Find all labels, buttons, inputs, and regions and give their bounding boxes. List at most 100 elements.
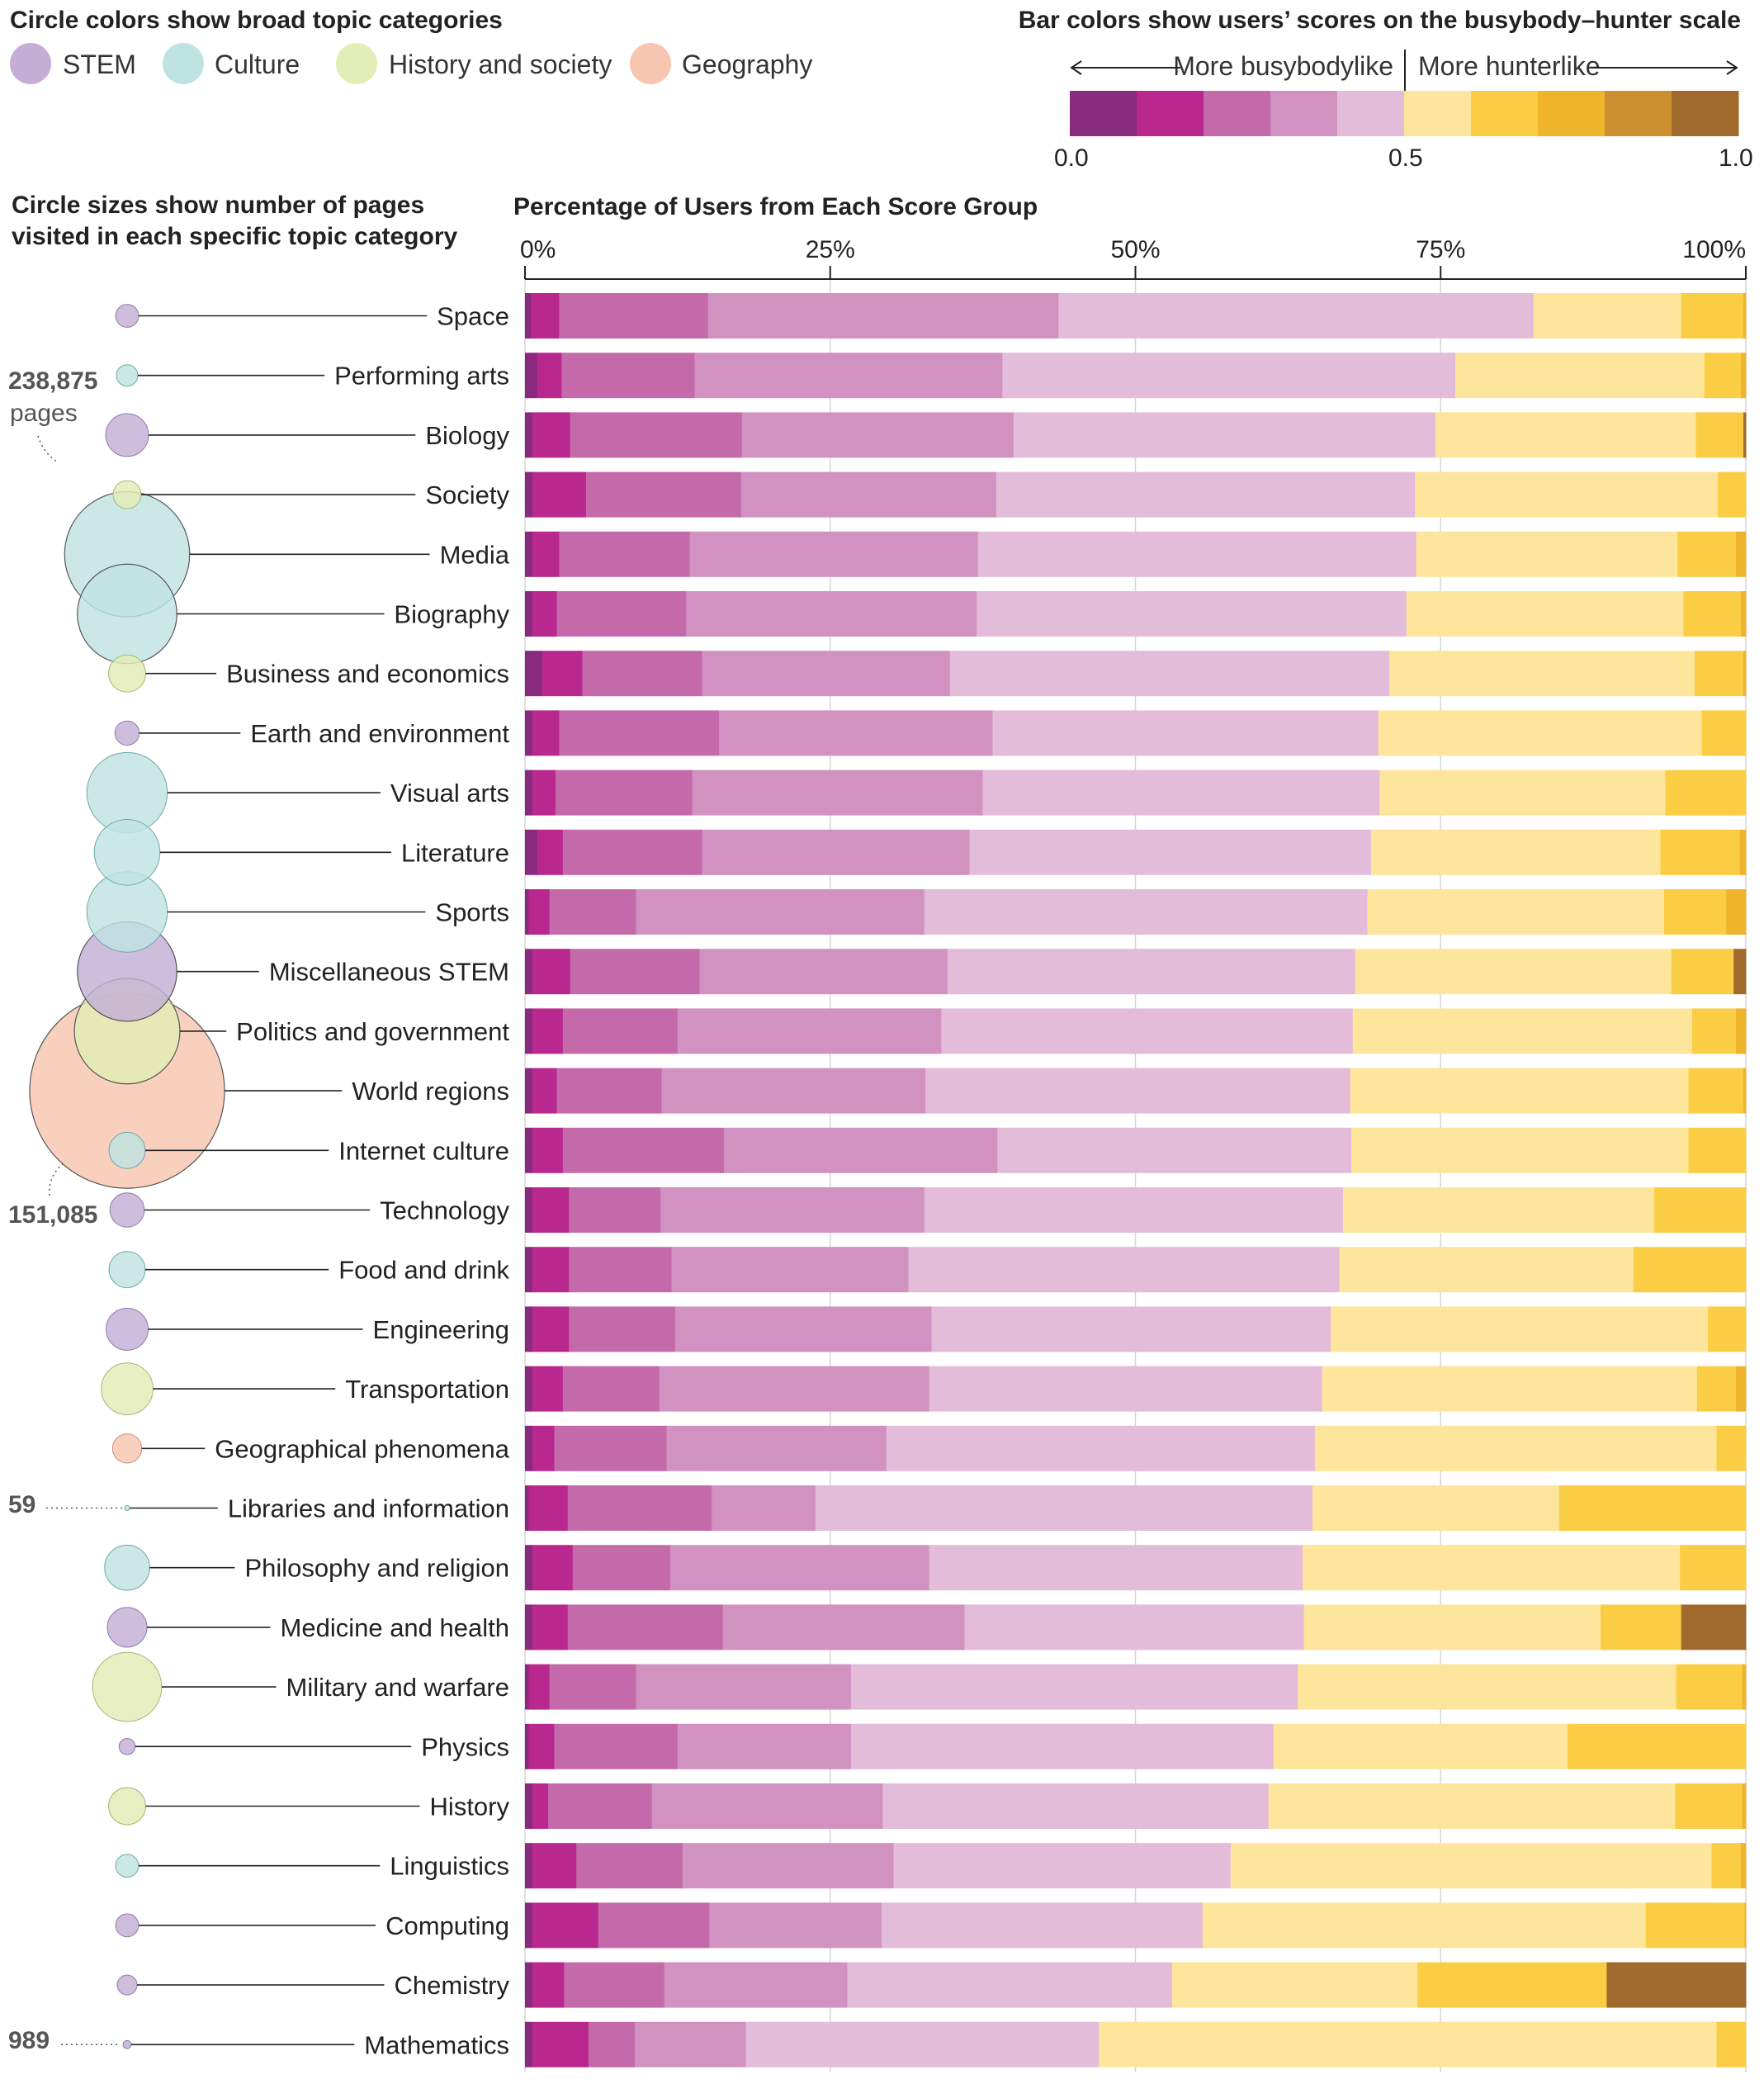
- category-label: Performing arts: [334, 362, 509, 391]
- category-label: Earth and environment: [250, 719, 509, 748]
- category-label: Linguistics: [390, 1852, 509, 1881]
- bar-segment: [1379, 770, 1666, 816]
- bar-segment: [559, 293, 709, 339]
- bar-segment: [1691, 1008, 1737, 1054]
- bar-segment: [1716, 2021, 1747, 2067]
- bar-segment: [908, 1247, 1340, 1293]
- category-label: Food and drink: [338, 1256, 509, 1285]
- legend-label-geography: Geography: [682, 50, 813, 79]
- bar-segment: [532, 1068, 557, 1114]
- bar-segment: [532, 2021, 589, 2067]
- bar-segment: [1696, 1366, 1737, 1412]
- bar-segment: [554, 1425, 667, 1471]
- bar-segment: [1681, 293, 1744, 339]
- bar-row-sports: [525, 889, 1747, 935]
- bar-segment: [1230, 1843, 1712, 1889]
- bar-segment: [548, 1783, 653, 1829]
- bar-segment: [677, 1008, 942, 1054]
- bar-segment: [1694, 651, 1744, 697]
- bar-segment: [1711, 1843, 1742, 1889]
- bar-segment: [677, 1723, 852, 1769]
- bar-segment: [847, 1962, 1173, 2008]
- bar-segment: [699, 949, 948, 995]
- bar-segment: [686, 591, 977, 637]
- bar-segment: [556, 1068, 663, 1114]
- bar-segment: [702, 651, 951, 697]
- bar-segment: [1013, 412, 1436, 458]
- bar-segment: [562, 1008, 679, 1054]
- bar-row-libraries-and-information: [525, 1485, 1747, 1531]
- size-annotation-leaders: [37, 435, 122, 2046]
- bar-segment: [537, 353, 562, 399]
- category-labels: Space Performing arts Biology Society Media B…: [215, 302, 510, 2060]
- bar-segment: [562, 829, 702, 875]
- bar-segment: [1606, 1962, 1747, 2008]
- bar-segment: [1665, 770, 1747, 816]
- bar-segment: [666, 1425, 887, 1471]
- bar-segment: [532, 1962, 565, 2008]
- bar-segment: [816, 1485, 1313, 1531]
- bar-segment: [709, 1902, 882, 1949]
- category-label: History: [430, 1793, 510, 1821]
- bar-segment: [532, 770, 556, 816]
- legend-swatch-culture: [163, 43, 204, 84]
- bubble: [124, 1505, 130, 1511]
- bar-segment: [964, 1604, 1305, 1650]
- bar-segment: [1742, 1664, 1747, 1710]
- bar-segment: [541, 651, 583, 697]
- bar-segment: [1171, 1962, 1418, 2008]
- bar-segment: [1352, 1008, 1693, 1054]
- bar-segment: [532, 1187, 570, 1233]
- bar-segment: [570, 412, 743, 458]
- bar-segment: [576, 1843, 683, 1889]
- bubble: [106, 1607, 148, 1648]
- bar-row-food-and-drink: [525, 1247, 1747, 1293]
- bar-segment: [671, 1247, 909, 1293]
- bubble: [115, 1854, 140, 1878]
- bar-segment: [1681, 1604, 1747, 1650]
- bar-segment: [532, 1306, 570, 1352]
- bubble: [106, 1307, 149, 1351]
- bar-segment: [1389, 651, 1695, 697]
- bar-segment: [724, 1127, 998, 1173]
- bubble: [116, 1974, 138, 1996]
- max-annotation-leader: [37, 435, 59, 463]
- bar-segment: [525, 531, 533, 577]
- bubble: [122, 2039, 132, 2049]
- bar-segment: [567, 1604, 723, 1650]
- bar-segment: [525, 293, 532, 339]
- bubble: [112, 480, 142, 509]
- bar-segment: [694, 353, 1003, 399]
- scale-tick-1: 1.0: [1719, 144, 1753, 172]
- bar-segment: [670, 1545, 929, 1591]
- bar-segment: [1417, 1962, 1607, 2008]
- bar-segment: [525, 1485, 529, 1531]
- circle-color-legend-title: Circle colors show broad topic categorie…: [10, 7, 503, 34]
- size-annotation-max-unit: pages: [10, 400, 78, 427]
- category-label: Miscellaneous STEM: [269, 958, 509, 987]
- bar-segment: [1680, 1545, 1747, 1591]
- bar-segment: [1717, 471, 1747, 518]
- legend-label-history: History and society: [389, 50, 612, 79]
- bubble: [93, 818, 161, 886]
- bar-segment: [532, 1366, 564, 1412]
- bar-segment: [525, 1902, 533, 1949]
- bar-segment: [982, 770, 1380, 816]
- bar-segment: [1671, 949, 1734, 995]
- bar-segment: [532, 1604, 569, 1650]
- legend-label-stem: STEM: [63, 50, 136, 79]
- bubble: [108, 1251, 146, 1289]
- bar-row-philosophy-and-religion: [525, 1545, 1747, 1591]
- bar-segment: [1708, 1306, 1747, 1352]
- bar-segment: [660, 1187, 925, 1233]
- bar-segment: [1370, 829, 1661, 875]
- bar-segment: [525, 1008, 533, 1054]
- bar-segment: [882, 1783, 1270, 1829]
- bar-row-technology: [525, 1187, 1747, 1233]
- bar-segment: [659, 1366, 929, 1412]
- bar-segment: [1454, 353, 1705, 399]
- bar-segment: [525, 651, 543, 697]
- size-legend-title-line2: visited in each specific topic category: [12, 223, 458, 250]
- bubble: [105, 413, 149, 457]
